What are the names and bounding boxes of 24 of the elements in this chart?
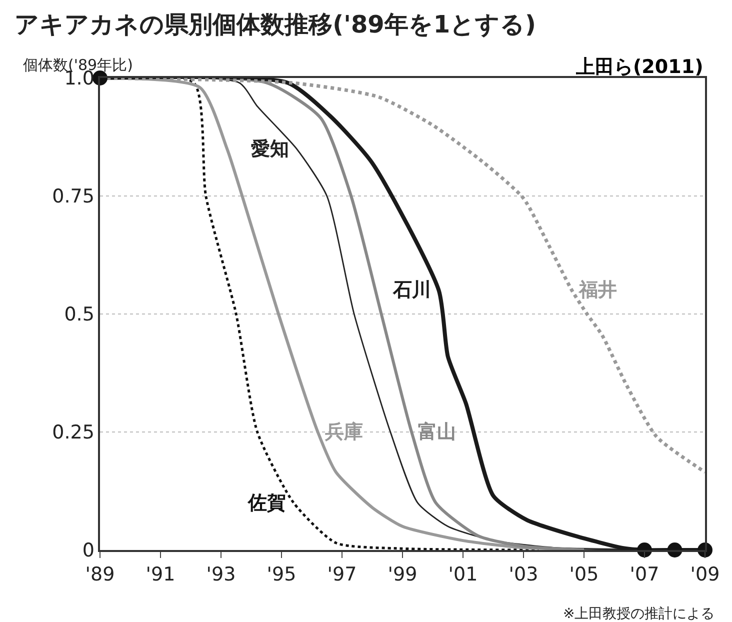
x-tick-label: '03 (508, 564, 538, 586)
annotation: 上田ら(2011) (575, 56, 704, 78)
series-label: 福井 (578, 279, 617, 301)
x-tick-label: '95 (266, 564, 296, 586)
text: ※上田教授の推計による (563, 606, 715, 622)
x-tick-label: '01 (448, 564, 478, 586)
series-label: 富山 (418, 421, 456, 443)
series-label: 佐賀 (247, 492, 286, 514)
y-tick-label: 0.5 (64, 304, 94, 326)
x-tick-label: '89 (85, 564, 115, 586)
chart-title: アキアカネの県別個体数推移('89年を1とする) (14, 10, 536, 38)
x-tick-label: '93 (206, 564, 236, 586)
x-tick-label: '05 (569, 564, 599, 586)
series-label: 愛知 (251, 138, 289, 160)
x-tick-label: '09 (690, 564, 720, 586)
series-label: 兵庫 (324, 421, 363, 443)
series-label: 石川 (392, 279, 431, 301)
y-tick-label: 0 (82, 540, 94, 562)
x-tick-label: '91 (146, 564, 176, 586)
x-tick-label: '99 (388, 564, 418, 586)
x-tick-label: '97 (327, 564, 357, 586)
x-tick-label: '07 (630, 564, 660, 586)
y-tick-label: 0.75 (52, 186, 94, 208)
y-tick-label: 0.25 (52, 422, 94, 444)
